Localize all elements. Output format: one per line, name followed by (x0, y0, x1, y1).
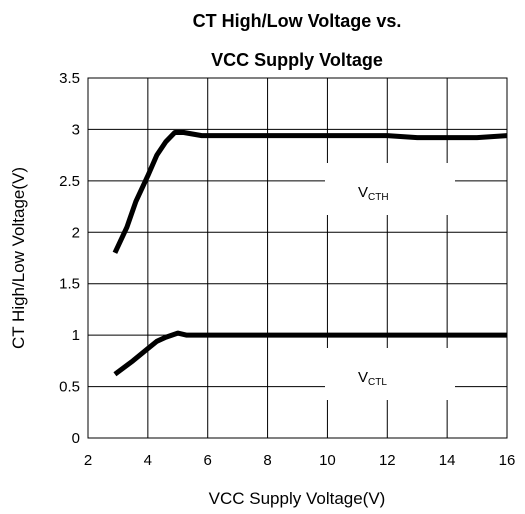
annotation: VCTL (358, 369, 387, 388)
y-tick-label: 2.5 (59, 173, 80, 190)
line-series (113, 330, 507, 377)
x-tick-label: 14 (439, 452, 456, 469)
y-tick-label: 2 (72, 224, 80, 241)
annotation-text: V (358, 184, 368, 201)
annotation: VCTH (358, 184, 389, 203)
x-tick-label: 16 (499, 452, 516, 469)
chart-title: CT High/Low Voltage vs. (193, 11, 402, 31)
label-box (325, 163, 455, 215)
x-tick-label: 4 (144, 452, 152, 469)
annotation-subscript: CTH (368, 192, 389, 203)
annotation-subscript: CTL (368, 377, 387, 388)
x-tick-label: 12 (379, 452, 396, 469)
y-tick-label: 0 (72, 430, 80, 447)
line-series (112, 130, 508, 254)
x-tick-label: 10 (319, 452, 336, 469)
y-tick-label: 3 (72, 121, 80, 138)
plot-frame (87, 77, 508, 439)
y-tick-label: 3.5 (59, 70, 80, 87)
x-tick-label: 2 (84, 452, 92, 469)
y-axis-label: CT High/Low Voltage(V) (9, 167, 28, 349)
x-axis-label: VCC Supply Voltage(V) (209, 489, 386, 508)
y-tick-label: 1 (72, 327, 80, 344)
y-tick-label: 1.5 (59, 276, 80, 293)
x-tick-label: 6 (204, 452, 212, 469)
annotation-text: V (358, 369, 368, 386)
chart-title: VCC Supply Voltage (211, 50, 383, 70)
y-tick-label: 0.5 (59, 379, 80, 396)
label-box (325, 348, 455, 400)
x-tick-label: 8 (263, 452, 271, 469)
